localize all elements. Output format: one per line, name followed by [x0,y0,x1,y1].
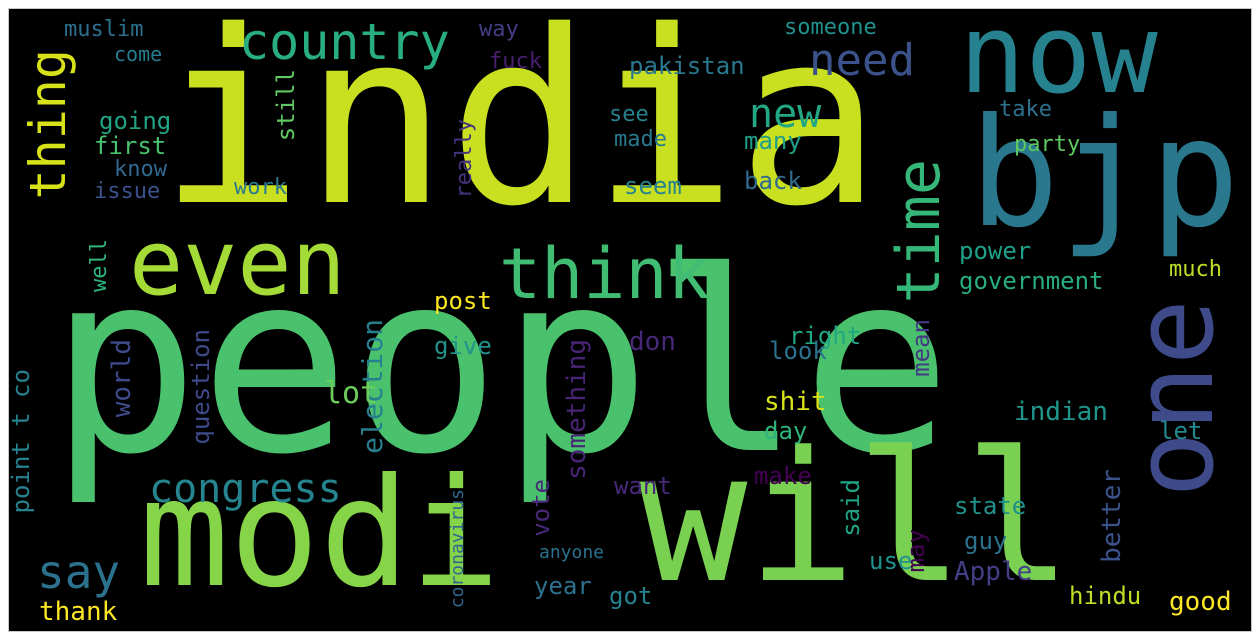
word-come: come [114,42,163,66]
word-people: people [49,218,953,509]
word-anyone: anyone [539,542,605,563]
word-one: one [1110,299,1238,498]
word-thank: thank [39,597,118,627]
word-need: need [809,35,915,86]
word-well: well [87,239,112,292]
word-coronavirus: coronavirus [447,489,468,609]
word-much: much [1169,257,1222,282]
word-see: see [609,102,649,127]
word-world: world [107,339,137,418]
word-way: way [479,17,519,42]
word-post: post [434,287,492,315]
word-don: don [629,327,676,357]
word-work: work [234,175,287,200]
word-guy: guy [964,527,1008,555]
word-fuck: fuck [489,49,542,74]
word-really: really [452,119,477,199]
word-bjp: bjp [969,87,1240,261]
word-cloud: india people modi will now bjp one even think thi… [8,8,1252,632]
word-still: still [272,69,300,142]
word-take: take [999,97,1052,122]
word-want: want [614,472,672,500]
word-government: government [959,267,1104,295]
word-muslim: muslim [64,17,144,42]
word-day: day [764,417,808,445]
word-give: give [434,332,492,360]
word-first: first [94,132,167,160]
word-new: new [749,91,822,137]
word-question: question [187,329,215,445]
word-make: make [754,462,812,490]
word-shit: shit [764,387,827,417]
word-lot: lot [324,376,379,411]
word-look: look [769,337,827,365]
word-think: think [499,233,710,315]
word-got: got [609,582,653,610]
word-back: back [744,167,802,195]
word-issue: issue [94,179,161,204]
word-state: state [954,492,1027,520]
word-pakistan: pakistan [629,52,745,80]
word-country: country [239,13,450,71]
word-going: going [99,107,172,135]
word-said: said [837,479,865,537]
word-point-t-co: point t co [8,369,35,514]
word-thing: thing [19,49,77,200]
word-use: use [869,547,913,575]
word-apple: Apple [954,557,1033,587]
word-right: right [789,322,862,350]
word-india: india [159,8,882,259]
word-seem: seem [624,172,682,200]
word-good: good [1169,587,1232,617]
word-even: even [129,211,346,316]
word-someone: someone [784,15,877,40]
word-will: will [639,414,1073,623]
word-something: something [562,339,592,480]
word-mean: mean [907,319,935,377]
word-year: year [534,572,592,600]
word-time: time [884,159,954,304]
word-now: now [959,8,1158,118]
word-know: know [114,157,167,182]
word-say: say [37,545,121,599]
word-let: let [1159,417,1203,445]
word-hindu: hindu [1069,582,1142,610]
word-power: power [959,237,1032,265]
word-modi: modi [139,447,501,621]
word-congress: congress [149,466,342,512]
word-indian: indian [1014,397,1108,427]
word-many: many [744,127,802,155]
word-vote: vote [527,479,555,537]
word-made: made [614,127,667,152]
word-party: party [1014,132,1081,157]
word-better: better [1097,469,1127,563]
